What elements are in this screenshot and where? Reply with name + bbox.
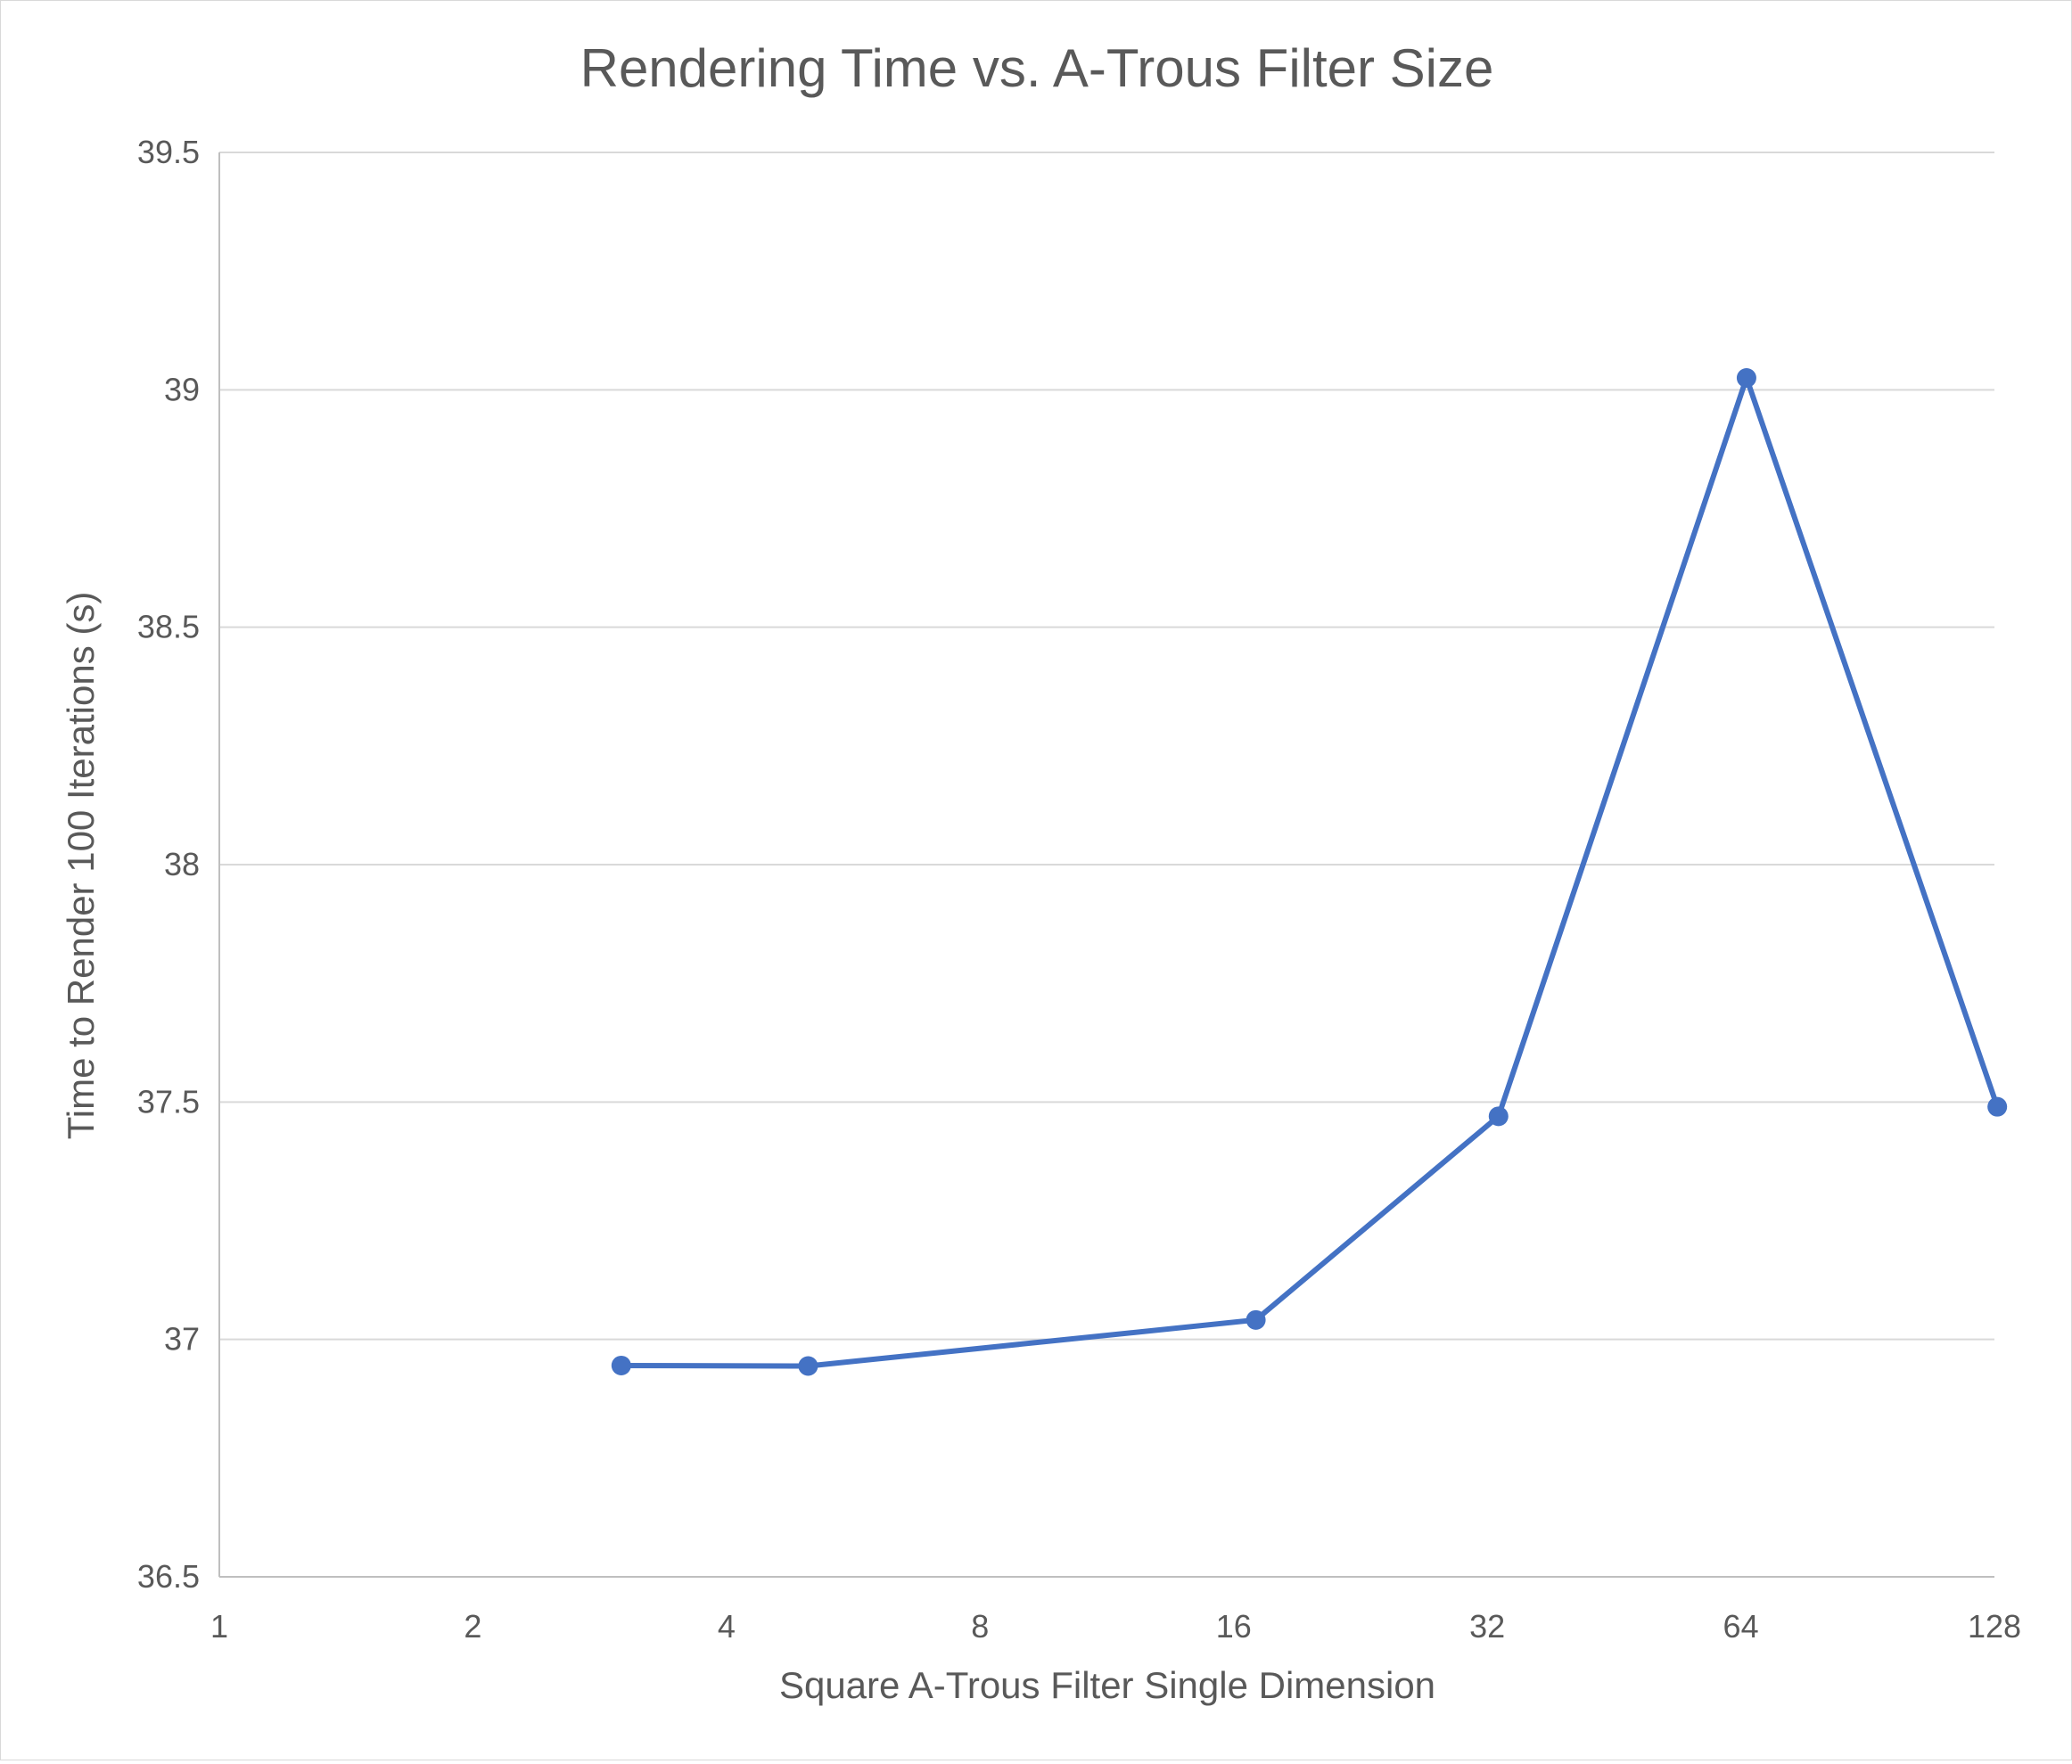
y-tick-label: 38 [164, 846, 200, 882]
x-tick-label: 64 [1723, 1608, 1759, 1645]
data-point-2 [1246, 1309, 1266, 1330]
y-tick-label: 39 [164, 371, 200, 407]
x-tick-label: 8 [971, 1608, 989, 1645]
x-tick-label: 2 [464, 1608, 481, 1645]
y-axis-label: Time to Render 100 Iterations (s) [60, 592, 102, 1140]
x-tick-label: 4 [718, 1608, 736, 1645]
x-tick-label: 128 [1968, 1608, 2021, 1645]
x-tick-label: 32 [1469, 1608, 1505, 1645]
chart-title: Rendering Time vs. A-Trous Filter Size [580, 38, 1494, 98]
gridlines [219, 152, 1994, 1341]
y-tick-label: 38.5 [137, 609, 200, 645]
x-tick-label: 1 [210, 1608, 228, 1645]
series-group [611, 368, 2008, 1376]
x-tick-labels: 1 2 4 8 16 32 64 128 [210, 1608, 2021, 1645]
y-tick-label: 37.5 [137, 1083, 200, 1120]
x-axis-label: Square A-Trous Filter Single Dimension [779, 1664, 1435, 1706]
y-tick-label: 39.5 [137, 134, 200, 170]
data-point-4 [1736, 368, 1756, 389]
data-point-5 [1987, 1096, 2008, 1117]
axes [218, 152, 1994, 1578]
data-point-1 [798, 1356, 818, 1376]
y-tick-labels: 36.5 37 37.5 38 38.5 39 39.5 [137, 134, 200, 1595]
data-point-0 [611, 1355, 631, 1375]
y-tick-label: 36.5 [137, 1558, 200, 1595]
data-point-3 [1488, 1106, 1509, 1127]
y-tick-label: 37 [164, 1321, 200, 1358]
x-tick-label: 16 [1216, 1608, 1252, 1645]
series-line-0 [621, 375, 2001, 1369]
